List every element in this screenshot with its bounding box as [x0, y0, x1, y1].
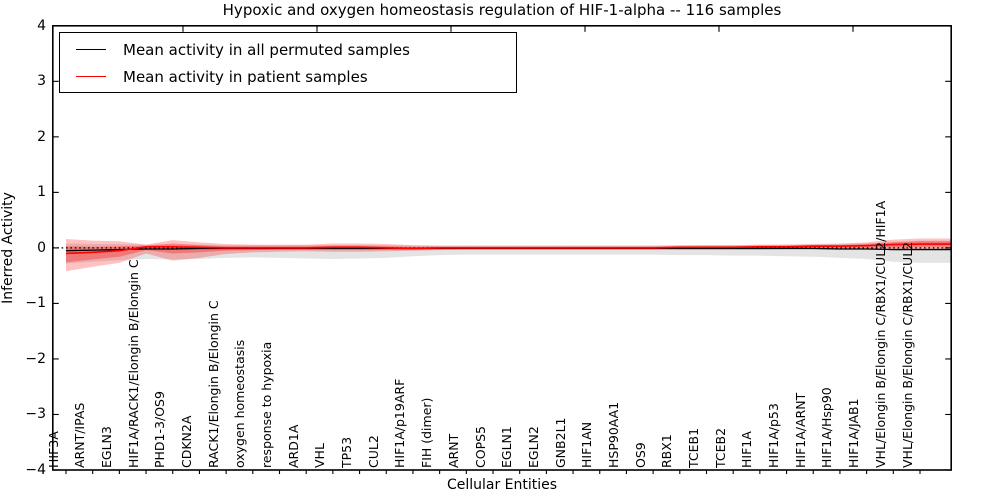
axis-spines — [51, 24, 953, 471]
y-tick-label: 0 — [37, 239, 46, 256]
confidence-bands — [66, 238, 952, 272]
x-category-label: RACK1/Elongin B/Elongin C — [205, 300, 221, 468]
permuted-line-sample-icon — [76, 49, 106, 50]
x-category-label: HIF1A/JAB1 — [846, 398, 862, 468]
legend-label-patient: Mean activity in patient samples — [123, 67, 368, 86]
legend-row-permuted: Mean activity in all permuted samples — [60, 36, 516, 63]
x-category-label: HIF1AN — [579, 421, 595, 468]
y-tick-label: −2 — [25, 350, 46, 367]
x-category-label: TCEB2 — [712, 427, 728, 468]
x-category-label: HIF1A/Hsp90 — [819, 387, 835, 468]
x-category-label: FIH (dimer) — [419, 397, 435, 468]
y-tick-label: 3 — [37, 73, 46, 90]
series-line-1 — [65, 243, 952, 255]
x-category-label: TP53 — [339, 436, 355, 468]
x-category-label: HSP90AA1 — [605, 401, 621, 468]
band-permuted-sample-range — [66, 240, 952, 264]
x-category-label: CDKN2A — [178, 415, 194, 468]
x-category-label: CUL2 — [365, 435, 381, 468]
x-category-label: COPS5 — [472, 426, 488, 468]
x-category-label: RBX1 — [659, 434, 675, 468]
legend-label-permuted: Mean activity in all permuted samples — [123, 40, 410, 59]
x-category-label: HIF1A/p53 — [766, 403, 782, 468]
x-category-label: VHL — [312, 443, 328, 468]
legend: Mean activity in all permuted samples Me… — [59, 32, 517, 93]
x-category-label: EGLN1 — [499, 426, 515, 468]
x-category-label: GNB2L1 — [552, 417, 568, 468]
x-category-label: VHL/Elongin B/Elongin C/RBX1/CUL2/HIF1A — [872, 200, 888, 468]
x-category-label: VHL/Elongin B/Elongin C/RBX1/CUL2 — [899, 241, 915, 468]
y-tick-label: −4 — [25, 462, 46, 478]
x-category-label: PHD1-3/OS9 — [152, 391, 168, 468]
y-tick-label: −3 — [25, 406, 46, 423]
y-tick-label: 1 — [37, 184, 46, 201]
x-category-label: EGLN2 — [525, 426, 541, 468]
x-category-label: HIF1A/ARNT — [792, 392, 808, 468]
chart-title: Hypoxic and oxygen homeostasis regulatio… — [222, 1, 782, 19]
y-tick-label: 2 — [37, 128, 46, 145]
x-category-label: HIF1A/RACK1/Elongin B/Elongin C — [125, 259, 141, 468]
x-category-label: oxygen homeostasis — [232, 339, 248, 468]
band-patient-sample-range-inner — [66, 241, 952, 263]
x-category-label: ARD1A — [285, 424, 301, 468]
x-category-label: HIF1A/p19ARF — [392, 378, 408, 468]
x-category-label: ARNT — [445, 433, 461, 468]
legend-row-patient: Mean activity in patient samples — [60, 63, 516, 90]
y-tick-label: −1 — [25, 295, 46, 312]
x-category-label: response to hypoxia — [259, 341, 274, 468]
x-category-label: HIF3A — [45, 431, 61, 468]
y-tick-label: 4 — [37, 17, 46, 34]
series-lines — [65, 243, 952, 255]
x-category-label: TCEB1 — [686, 427, 701, 468]
x-category-label: ARNT/IPAS — [72, 402, 88, 468]
x-axis-label: Cellular Entities — [446, 477, 558, 493]
x-category-label: EGLN3 — [98, 426, 114, 468]
x-category-label: HIF1A — [739, 431, 755, 468]
x-category-label: OS9 — [632, 442, 648, 468]
patient-line-sample-icon — [76, 76, 106, 77]
